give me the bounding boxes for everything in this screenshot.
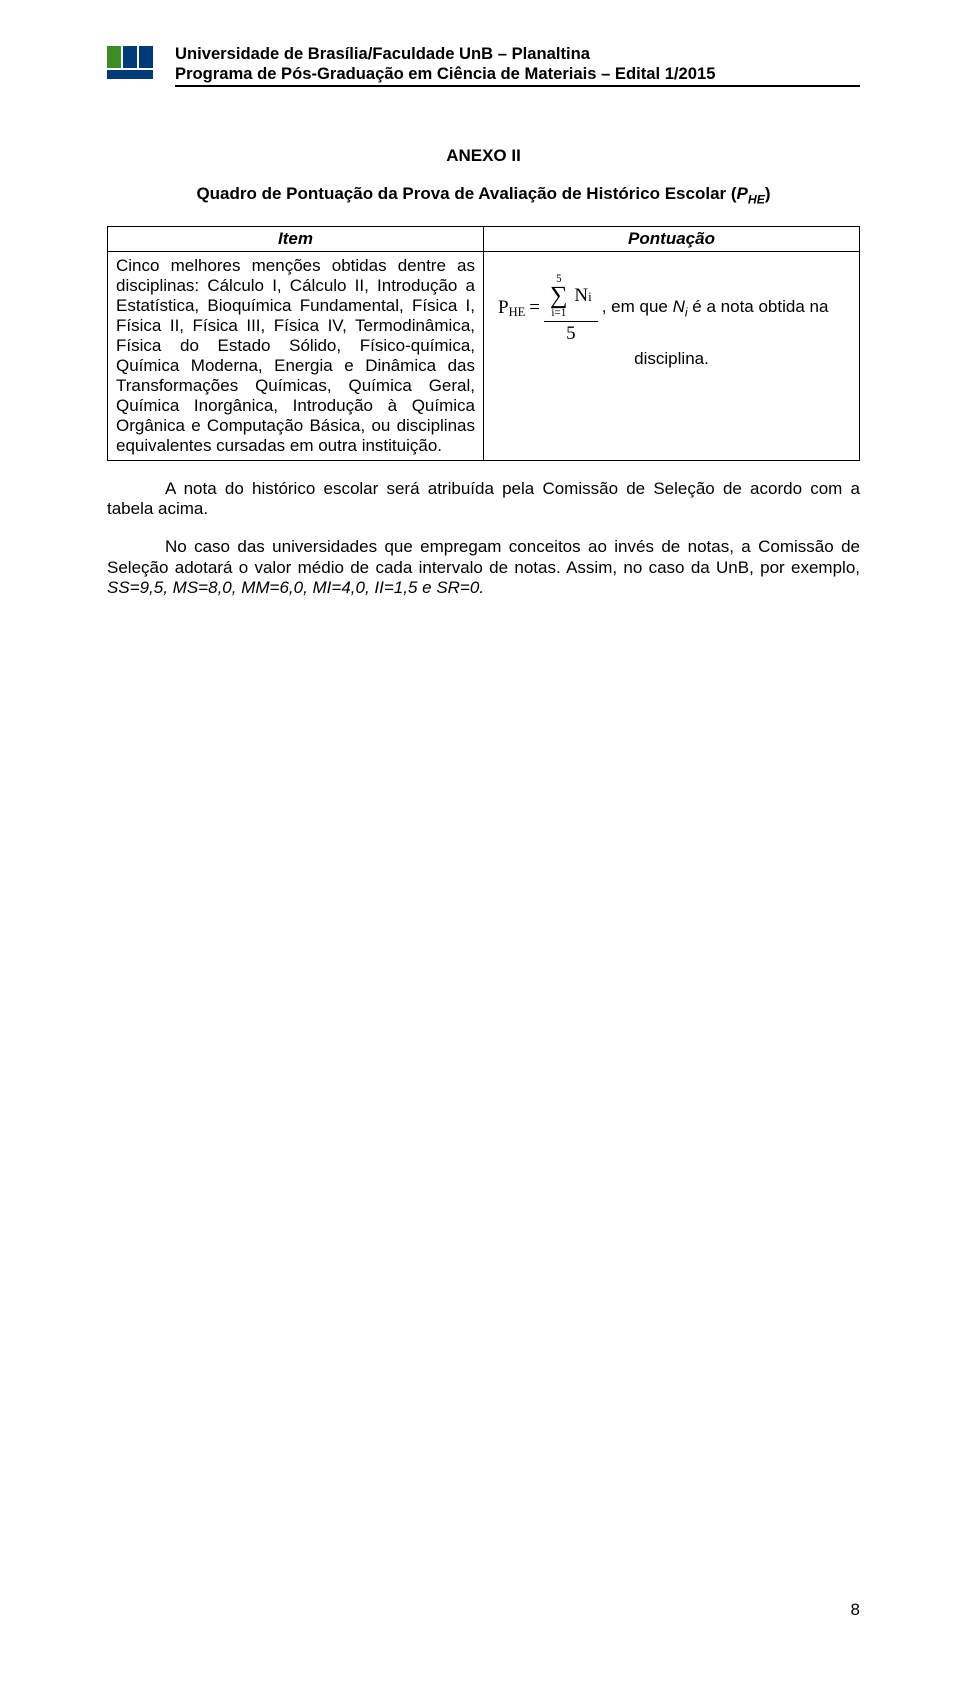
summation: 5 ∑ i=1 <box>550 274 568 318</box>
page-header: Universidade de Brasília/Faculdade UnB –… <box>107 44 860 90</box>
fraction-denominator: 5 <box>560 324 582 343</box>
formula-disciplina: disciplina. <box>498 347 845 371</box>
sym-p: P <box>498 295 509 322</box>
fraction: 5 ∑ i=1 Ni 5 <box>544 274 598 342</box>
paragraph-2: No caso das universidades que empregam c… <box>107 537 860 597</box>
th-pontuacao: Pontuação <box>484 227 860 252</box>
sym-n: N <box>574 285 588 306</box>
equals-sign: = <box>529 295 540 322</box>
paragraph-1: A nota do histórico escolar será atribuí… <box>107 479 860 519</box>
formula-tail: , em que Ni é a nota obtida na <box>602 295 829 322</box>
fraction-numerator: 5 ∑ i=1 Ni <box>544 274 598 318</box>
text-emque: , em que <box>602 297 673 316</box>
header-rule <box>175 85 860 87</box>
n-sub-i: Ni <box>574 285 591 306</box>
text-after2: é a nota obtida na <box>688 297 829 316</box>
pontuacao-table: Item Pontuação Cinco melhores menções ob… <box>107 226 860 461</box>
sym-ni-n: N <box>673 297 685 316</box>
sigma-icon: ∑ <box>550 285 568 307</box>
paragraph-2-italic: SS=9,5, MS=8,0, MM=6,0, MI=4,0, II=1,5 e… <box>107 578 484 597</box>
fraction-bar <box>544 321 598 322</box>
table-row: Cinco melhores menções obtidas dentre as… <box>108 252 860 461</box>
table-header-row: Item Pontuação <box>108 227 860 252</box>
subtitle-p: P <box>737 184 748 203</box>
subtitle-text: Quadro de Pontuação da Prova de Avaliaçã… <box>196 184 736 203</box>
sym-he: HE <box>509 304 526 322</box>
document-subtitle: Quadro de Pontuação da Prova de Avaliaçã… <box>107 184 860 206</box>
th-item: Item <box>108 227 484 252</box>
sym-i: i <box>588 289 592 304</box>
unb-logo <box>107 46 163 90</box>
anexo-title: ANEXO II <box>107 146 860 166</box>
subtitle-suffix: ) <box>765 184 771 203</box>
td-item: Cinco melhores menções obtidas dentre as… <box>108 252 484 461</box>
header-line-1: Universidade de Brasília/Faculdade UnB –… <box>175 44 860 64</box>
formula-line: PHE = 5 ∑ i=1 Ni <box>498 274 845 342</box>
td-pontuacao: PHE = 5 ∑ i=1 Ni <box>484 252 860 461</box>
symbol-p-he: PHE <box>498 295 525 322</box>
subtitle-he: HE <box>748 192 765 206</box>
page-number: 8 <box>851 1600 860 1620</box>
sum-lower: i=1 <box>551 308 566 319</box>
header-line-2: Programa de Pós-Graduação em Ciência de … <box>175 64 860 84</box>
header-text: Universidade de Brasília/Faculdade UnB –… <box>175 44 860 87</box>
page: Universidade de Brasília/Faculdade UnB –… <box>0 0 960 1690</box>
formula: PHE = 5 ∑ i=1 Ni <box>492 256 851 376</box>
paragraph-2-text: No caso das universidades que empregam c… <box>107 537 860 576</box>
